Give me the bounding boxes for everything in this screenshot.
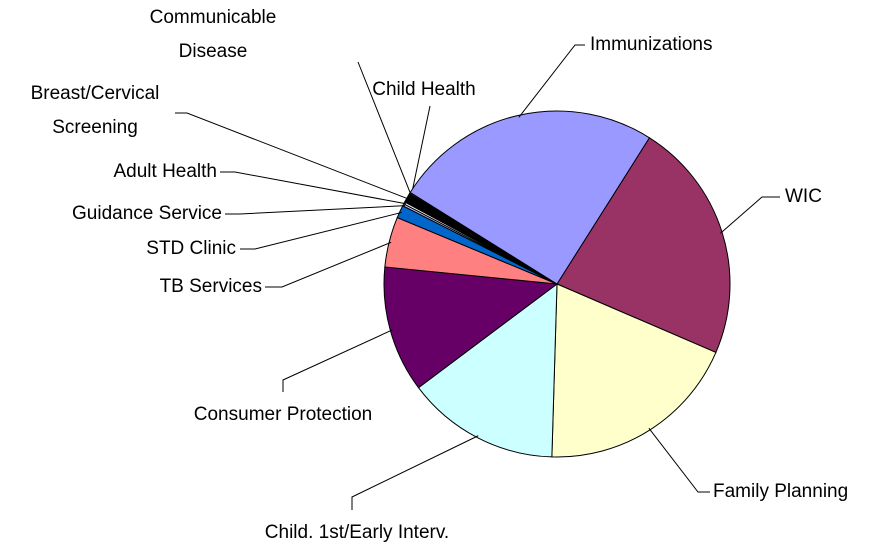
leader-line	[265, 241, 392, 288]
slice-label: Communicable Disease	[149, 7, 277, 62]
leader-line	[518, 44, 585, 118]
leader-line	[220, 171, 407, 205]
slice-label: Child Health	[372, 79, 476, 100]
pie-slice	[409, 110, 651, 285]
slice-label: WIC	[785, 186, 822, 207]
slice-label: TB Services	[159, 276, 262, 297]
leader-line	[648, 427, 710, 493]
pie-slice	[417, 282, 558, 458]
leader-line	[175, 112, 409, 200]
leader-line	[240, 211, 402, 250]
slice-label: Child. 1st/Early Interv.	[264, 522, 450, 543]
leader-line	[720, 196, 780, 234]
slice-label: Consumer Protection	[193, 404, 373, 425]
leader-line	[357, 61, 412, 196]
slice-label: STD Clinic	[146, 238, 236, 259]
slice-label: Breast/Cervical Screening	[30, 83, 160, 138]
slice-label: Immunizations	[590, 34, 713, 55]
slice-label: Adult Health	[113, 161, 217, 182]
leader-line	[351, 435, 479, 510]
slice-label: Family Planning	[713, 481, 849, 502]
slice-label: Guidance Service	[72, 203, 222, 224]
leader-line	[411, 105, 431, 195]
leader-line	[282, 329, 393, 392]
leader-line	[225, 205, 406, 215]
pie-slice	[556, 137, 731, 354]
